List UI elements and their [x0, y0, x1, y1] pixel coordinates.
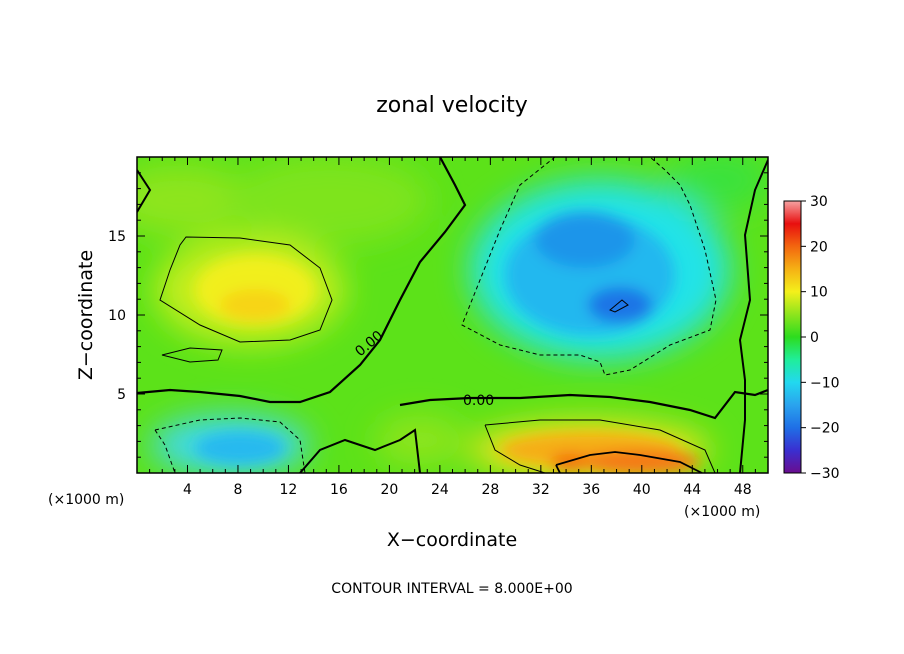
contour-label-lower: 0.00 — [463, 393, 494, 409]
contour-interval-note: CONTOUR INTERVAL = 8.000E+00 — [331, 581, 572, 597]
colorbar-tick-label: −20 — [810, 421, 840, 437]
x-tick-label: 36 — [582, 482, 600, 498]
x-tick-label: 4 — [183, 482, 192, 498]
colorbar-tick-label: 30 — [810, 194, 828, 210]
zero-contour-lower — [399, 388, 768, 420]
y-axis-label: Z−coordinate — [75, 250, 97, 380]
x-tick-label: 40 — [633, 482, 651, 498]
contour-minus8-lower — [154, 417, 306, 473]
x-tick-label: 24 — [431, 482, 449, 498]
x-tick-label: 20 — [380, 482, 398, 498]
contour-8-left — [159, 236, 333, 343]
contour-16-bottom — [555, 451, 703, 473]
zero-contour-topleft — [137, 169, 152, 213]
x-tick-label: 16 — [330, 482, 348, 498]
zero-contour-main — [137, 157, 467, 404]
x-axis-label: X−coordinate — [387, 529, 517, 551]
x-tick-label: 28 — [481, 482, 499, 498]
x-axis: 4 8 12 16 20 24 28 32 36 40 44 48 — [149, 157, 756, 498]
x-unit-right: (×1000 m) — [684, 504, 760, 520]
x-tick-label: 44 — [683, 482, 701, 498]
colorbar-tick-label: −10 — [810, 375, 840, 391]
contour-minus16-small — [609, 299, 629, 313]
chart-title: zonal velocity — [376, 93, 528, 118]
y-tick-label: 10 — [108, 308, 126, 324]
y-tick-label: 15 — [108, 229, 126, 245]
colorbar-tick-label: 0 — [810, 330, 819, 346]
x-tick-label: 8 — [233, 482, 242, 498]
x-tick-label: 12 — [280, 482, 298, 498]
contour-minus8-upper — [461, 157, 717, 376]
y-tick-label: 5 — [117, 387, 126, 403]
x-tick-label: 48 — [734, 482, 752, 498]
x-unit-left: (×1000 m) — [48, 492, 124, 508]
y-axis: 5 10 15 — [108, 172, 768, 458]
contour-8-small — [161, 347, 223, 363]
zero-contour-right — [738, 159, 768, 473]
heatmap-field — [137, 157, 768, 473]
colorbar-gradient — [783, 200, 802, 474]
contour-8-bottom — [484, 419, 716, 473]
colorbar: 30 20 10 0 −10 −20 −30 — [783, 194, 840, 482]
zero-contour-lower-left — [299, 428, 421, 473]
colorbar-tick-label: −30 — [810, 466, 840, 482]
x-tick-label: 32 — [532, 482, 550, 498]
colorbar-tick-label: 20 — [810, 239, 828, 255]
colorbar-tick-label: 10 — [810, 285, 828, 301]
contour-lines — [137, 157, 768, 473]
